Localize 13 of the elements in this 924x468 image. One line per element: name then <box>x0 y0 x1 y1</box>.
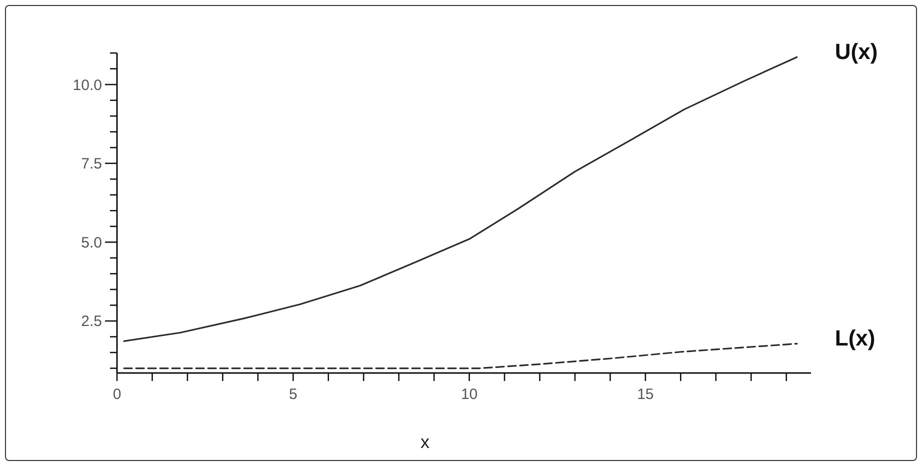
x-tick-label: 15 <box>637 386 654 403</box>
series-label: L(x) <box>834 325 876 350</box>
line-series <box>123 342 798 370</box>
x-tick-label: 5 <box>288 386 298 403</box>
y-tick-label: 5.0 <box>81 234 102 252</box>
x-axis-title: x <box>420 432 430 452</box>
y-tick-label: 10.0 <box>72 76 102 94</box>
y-tick-label: 7.5 <box>81 156 102 173</box>
x-tick-label: 0 <box>112 386 122 403</box>
series-label: U(x) <box>834 38 878 64</box>
line-series <box>123 56 798 342</box>
x-tick-label: 10 <box>460 386 478 403</box>
y-tick-label: 2.5 <box>81 313 102 330</box>
